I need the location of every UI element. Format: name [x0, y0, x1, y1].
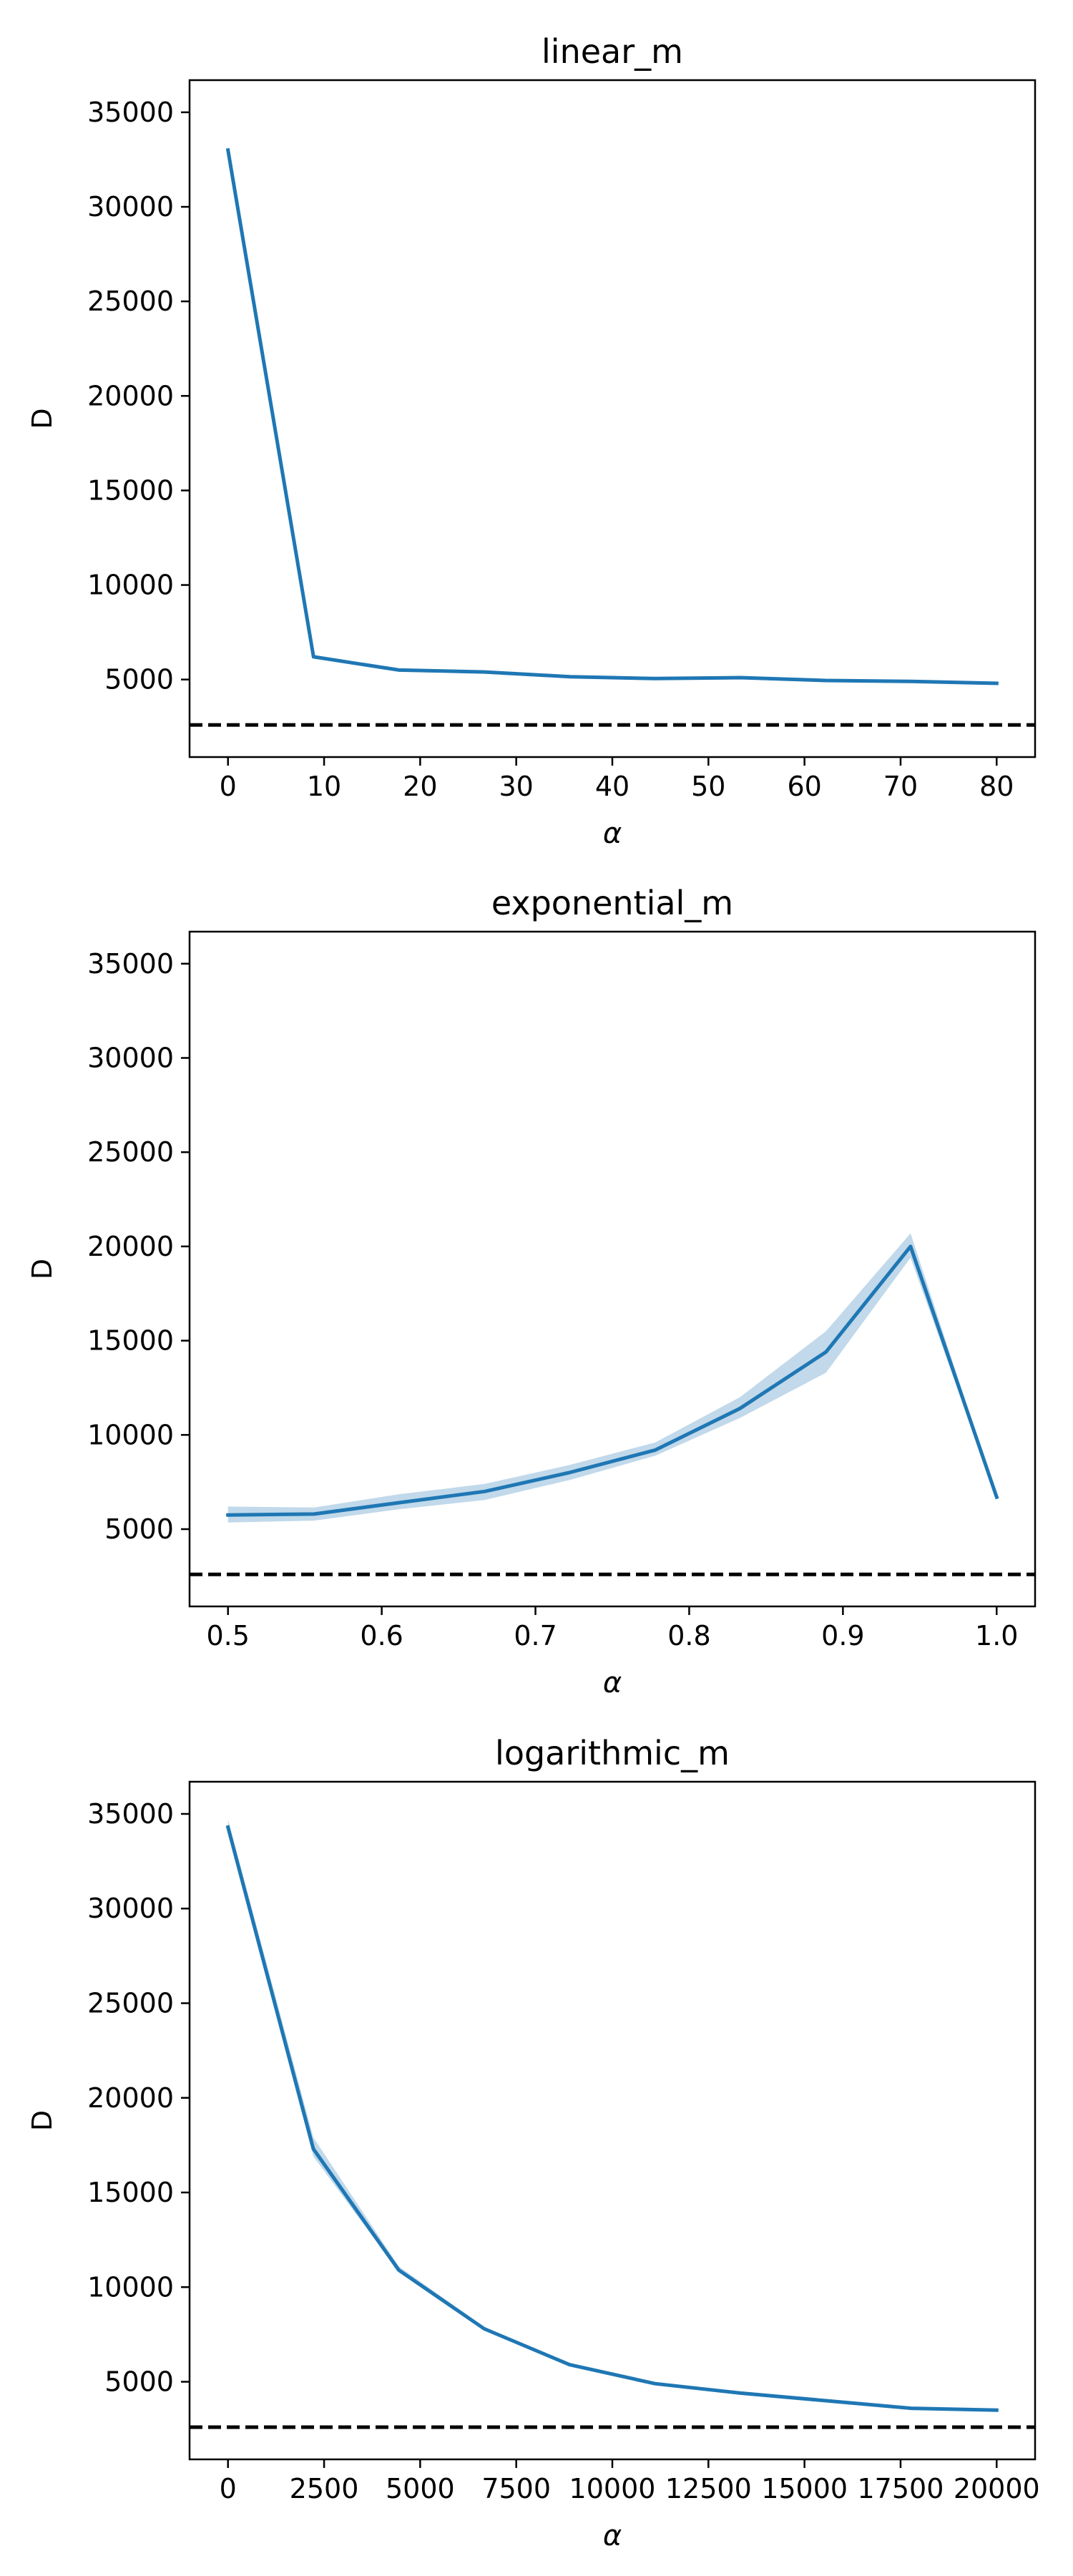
data-point — [824, 1350, 828, 1354]
data-point — [396, 1501, 401, 1505]
x-tick-label: 80 — [979, 771, 1014, 802]
y-tick-label: 5000 — [104, 2366, 174, 2398]
y-tick-label: 35000 — [87, 97, 174, 128]
data-point — [738, 2391, 743, 2395]
data-point — [823, 678, 828, 683]
data-point — [994, 1495, 999, 1499]
series-line — [225, 1825, 999, 2412]
data-point — [226, 1513, 230, 1517]
y-tick-label: 30000 — [87, 1042, 174, 1073]
x-tick-label: 70 — [883, 771, 918, 802]
data-point — [311, 2147, 315, 2151]
y-tick-label: 15000 — [87, 2177, 174, 2208]
x-tick-label: 0 — [220, 2473, 237, 2504]
x-tick-label: 0.6 — [360, 1620, 403, 1652]
x-tick-label: 0 — [220, 771, 237, 802]
data-point — [908, 1244, 913, 1249]
x-tick-label: 2500 — [290, 2473, 359, 2504]
x-tick-label: 0.9 — [821, 1620, 864, 1652]
plot-area — [190, 932, 1035, 1606]
x-tick-label: 0.7 — [514, 1620, 557, 1652]
data-point — [567, 2363, 572, 2367]
chart-title: logarithmic_m — [495, 1734, 730, 1772]
y-tick-label: 10000 — [87, 2271, 174, 2303]
data-point — [824, 2399, 828, 2403]
data-point — [994, 2408, 999, 2412]
x-axis-label: α — [603, 2519, 622, 2552]
x-tick-label: 10000 — [569, 2473, 656, 2504]
data-point — [226, 1825, 230, 1829]
y-tick-label: 15000 — [87, 474, 174, 506]
series-line — [225, 147, 999, 686]
y-tick-label: 30000 — [87, 1893, 174, 1924]
y-tick-label: 25000 — [87, 286, 174, 317]
data-point — [652, 676, 657, 680]
data-point — [568, 675, 572, 679]
y-axis-label: D — [26, 2110, 58, 2131]
x-axis-label: α — [603, 1667, 622, 1699]
y-axis-label: D — [26, 408, 58, 429]
x-tick-label: 40 — [595, 771, 629, 802]
chart-panel-3: 0 2500 5000 7500 10000 12500 15000 17500 20000 50… — [26, 1734, 1040, 2552]
data-point — [738, 1406, 742, 1410]
y-tick-label: 25000 — [87, 1987, 174, 2019]
x-tick-label: 1.0 — [975, 1620, 1018, 1652]
data-point — [397, 668, 401, 672]
y-tick-label: 25000 — [87, 1136, 174, 1168]
y-tick-label: 35000 — [87, 1798, 174, 1830]
y-tick-label: 5000 — [104, 664, 174, 696]
data-point — [312, 1512, 316, 1516]
y-tick-label: 35000 — [87, 948, 174, 980]
y-tick-label: 30000 — [87, 191, 174, 223]
chart-panel-2: 0.5 0.6 0.7 0.8 0.9 1.0 5000 10000 15000 20000 250… — [26, 884, 1037, 1699]
x-tick-label: 12500 — [665, 2473, 752, 2504]
y-tick-label: 20000 — [87, 1231, 174, 1262]
y-axis-label: D — [26, 1259, 58, 1279]
series-line — [226, 1244, 999, 1517]
confidence-band — [227, 1233, 997, 1523]
x-tick-label: 20 — [403, 771, 437, 802]
data-point — [483, 1489, 487, 1493]
data-point — [653, 2381, 657, 2386]
plot-area — [190, 80, 1035, 757]
data-point — [909, 2406, 913, 2411]
x-tick-label: 7500 — [481, 2473, 551, 2504]
plot-area — [190, 1782, 1035, 2459]
data-point — [482, 670, 486, 674]
data-point — [226, 148, 230, 152]
y-tick-label: 5000 — [104, 1513, 174, 1545]
chart-title: linear_m — [542, 32, 683, 71]
data-point — [994, 681, 999, 686]
y-tick-label: 15000 — [87, 1325, 174, 1357]
data-point — [396, 2268, 401, 2272]
chart-title: exponential_m — [491, 884, 733, 922]
chart-panel-1: 0 10 20 30 40 50 60 70 80 5000 10000 15000 20000 2500… — [26, 32, 1037, 850]
y-tick-label: 20000 — [87, 2082, 174, 2114]
x-tick-label: 0.8 — [667, 1620, 710, 1652]
data-point — [909, 679, 913, 683]
data-point — [738, 675, 743, 680]
x-tick-label: 15000 — [761, 2473, 848, 2504]
x-tick-label: 5000 — [386, 2473, 455, 2504]
x-tick-label: 20000 — [954, 2473, 1040, 2504]
x-axis-label: α — [603, 817, 622, 850]
x-tick-label: 17500 — [858, 2473, 944, 2504]
plot-frame — [188, 930, 1037, 1608]
y-tick-label: 10000 — [87, 570, 174, 601]
x-tick-label: 50 — [691, 771, 725, 802]
x-tick-label: 0.5 — [207, 1620, 250, 1652]
data-point — [653, 1448, 657, 1452]
data-point — [482, 2326, 486, 2331]
x-tick-label: 10 — [307, 771, 341, 802]
data-point — [311, 655, 315, 659]
x-tick-label: 60 — [787, 771, 821, 802]
x-tick-label: 30 — [499, 771, 534, 802]
y-tick-label: 10000 — [87, 1419, 174, 1450]
data-point — [567, 1470, 572, 1475]
y-tick-label: 20000 — [87, 380, 174, 411]
